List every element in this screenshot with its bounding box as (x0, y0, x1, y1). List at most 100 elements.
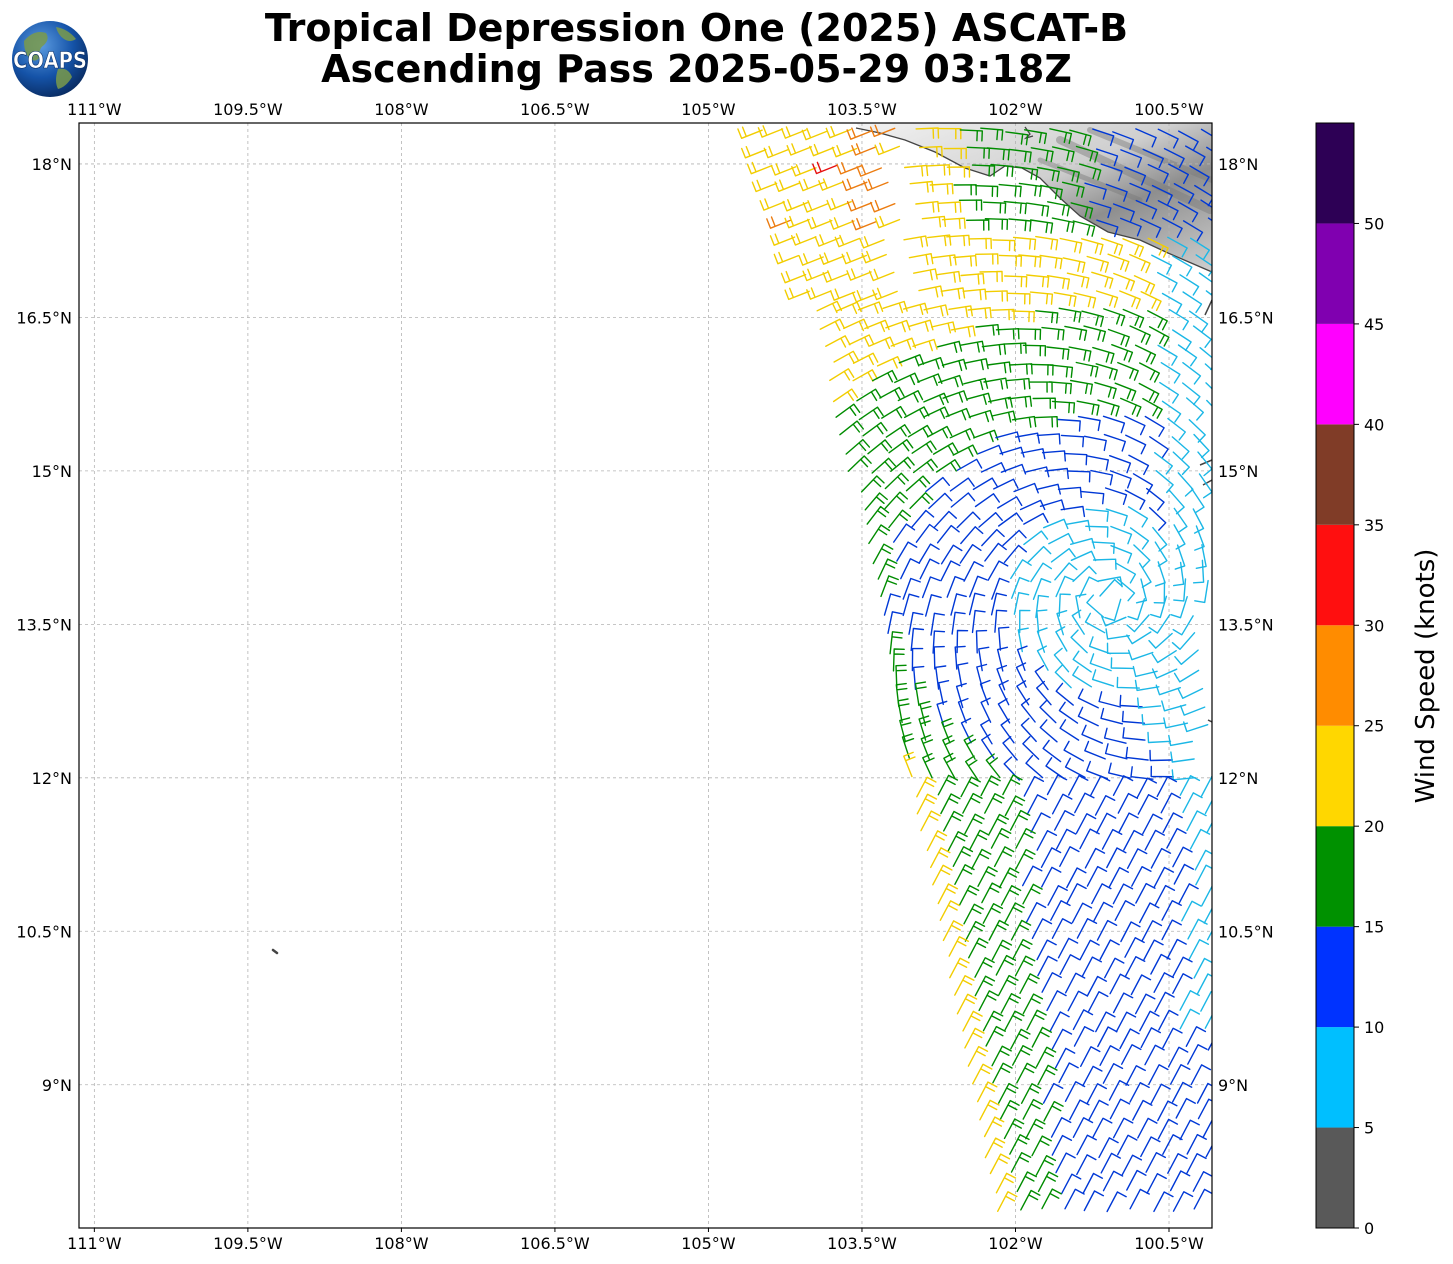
wind-barb (1032, 397, 1056, 409)
wind-barb (751, 179, 778, 193)
wind-barb (998, 1082, 1019, 1104)
wind-barb (1055, 575, 1075, 598)
wind-barb (874, 215, 901, 229)
wind-barb (1170, 751, 1195, 763)
wind-barb (1036, 645, 1049, 671)
wind-barb (1192, 508, 1205, 534)
wind-barb (861, 250, 887, 264)
wind-barb (930, 847, 951, 869)
figure-title-line-2: Ascending Pass 2025-05-29 03:18Z (321, 47, 1072, 91)
wind-barb (1041, 1188, 1062, 1210)
wind-barb (959, 544, 982, 564)
wind-barb (936, 270, 961, 283)
wind-barb (1016, 1062, 1037, 1084)
wind-barb (1167, 417, 1186, 441)
wind-barb (1157, 271, 1178, 293)
wind-barb (1205, 382, 1212, 390)
colorbar-tick-label: 5 (1364, 1119, 1374, 1138)
wind-barb (940, 560, 961, 582)
wind-barb (1207, 217, 1212, 222)
wind-barb (1041, 450, 1066, 462)
wind-barb (1007, 292, 1031, 305)
wind-barb (919, 145, 943, 158)
wind-barb (952, 444, 978, 457)
wind-barb (988, 396, 1013, 409)
wind-barb (1200, 128, 1212, 137)
wind-barb (1042, 1082, 1064, 1104)
wind-barb (1148, 632, 1173, 649)
wind-barb (1178, 130, 1199, 151)
wind-barb (990, 592, 1007, 616)
wind-barb (1091, 669, 1115, 687)
wind-barb (1102, 415, 1126, 434)
wind-barb (1151, 650, 1177, 664)
wind-barb (1020, 1189, 1041, 1211)
wind-barb (1200, 199, 1212, 209)
wind-barb (864, 492, 888, 511)
wind-barb (948, 936, 969, 957)
wind-barb (1046, 990, 1067, 1012)
wind-barb (963, 903, 984, 925)
wind-barb (1169, 1170, 1191, 1192)
wind-barb (1020, 697, 1036, 723)
wind-barb (1114, 382, 1137, 402)
wind-barb (1008, 363, 1033, 375)
wind-barb (1043, 518, 1069, 530)
wind-barb (829, 217, 855, 230)
wind-barbs (737, 124, 1212, 1213)
wind-barb (1142, 148, 1164, 169)
wind-barb (1000, 993, 1021, 1014)
wind-barb (978, 990, 999, 1012)
wind-barb (1102, 1063, 1124, 1084)
wind-barb (887, 611, 903, 634)
wind-barb (1077, 415, 1101, 432)
wind-barb (1139, 902, 1160, 924)
wind-barb (1020, 448, 1046, 460)
wind-barb (1173, 578, 1187, 602)
wind-barb (960, 273, 985, 285)
wind-barb (1205, 1144, 1212, 1158)
wind-barb (1051, 793, 1073, 815)
wind-barb (926, 830, 948, 852)
wind-barb (995, 431, 1021, 443)
wind-barb (1066, 883, 1087, 904)
colorbar-tick-label: 10 (1364, 1018, 1384, 1037)
wind-barb (1086, 255, 1109, 273)
wind-barb (1194, 184, 1212, 207)
wind-barb (916, 776, 937, 798)
wind-barb (1022, 1098, 1043, 1120)
wind-barb (769, 233, 796, 246)
wind-barb (1167, 236, 1188, 258)
colorbar-tick-label: 30 (1364, 616, 1384, 635)
wind-barb (990, 163, 1014, 178)
wind-barb (1084, 612, 1106, 634)
wind-barb (1003, 544, 1027, 563)
wind-barb (863, 178, 889, 192)
wind-barb (1008, 148, 1032, 163)
wind-barb (1040, 847, 1062, 868)
wind-barb (975, 324, 1000, 336)
wind-barb (825, 125, 852, 139)
wind-barb (1037, 1171, 1059, 1193)
wind-barb (1027, 545, 1052, 563)
longitude-label: 106.5°W (520, 1234, 590, 1253)
wind-barb (1019, 609, 1031, 634)
wind-barb (1153, 1191, 1174, 1213)
wind-barb (979, 679, 991, 706)
wind-barb (920, 734, 934, 760)
wind-barb (1103, 433, 1126, 452)
wind-barb (1004, 275, 1028, 288)
wind-barb (1148, 614, 1171, 634)
wind-barb (1036, 166, 1060, 182)
wind-barb (1067, 470, 1091, 483)
wind-barb (1154, 452, 1173, 475)
wind-barb (1100, 1152, 1121, 1174)
colorbar-bin (1316, 424, 1354, 525)
wind-barb (1183, 721, 1209, 733)
wind-barb (757, 125, 784, 138)
wind-barb (918, 285, 944, 298)
wind-barb (812, 161, 838, 175)
wind-barb (956, 511, 981, 529)
wind-barb (885, 319, 911, 333)
wind-barb (1070, 537, 1096, 549)
